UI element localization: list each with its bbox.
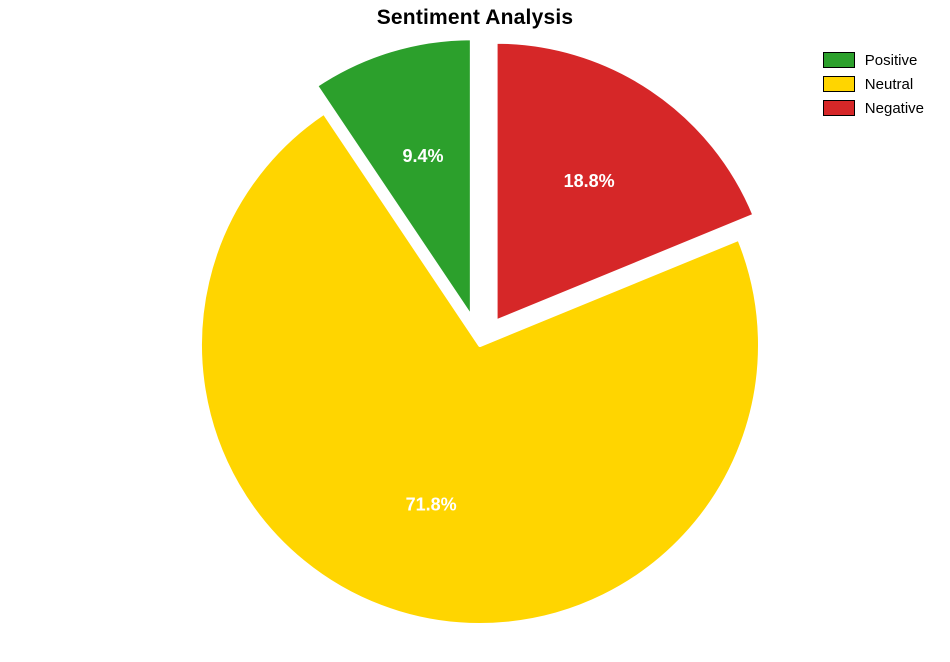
legend-swatch — [823, 52, 855, 68]
slice-label-positive: 9.4% — [402, 146, 443, 166]
legend-label: Negative — [865, 100, 924, 117]
legend-swatch — [823, 76, 855, 92]
legend-item-negative: Negative — [823, 96, 924, 120]
slice-label-negative: 18.8% — [564, 171, 615, 191]
legend-label: Positive — [865, 52, 918, 69]
legend-swatch — [823, 100, 855, 116]
legend: Positive Neutral Negative — [823, 48, 924, 120]
pie-chart: 9.4% 71.8% 18.8% — [0, 0, 950, 662]
legend-label: Neutral — [865, 76, 913, 93]
chart-container: Sentiment Analysis 9.4%71.8%18.8% Positi… — [0, 0, 950, 662]
legend-item-neutral: Neutral — [823, 72, 924, 96]
slice-label-neutral: 71.8% — [406, 494, 457, 514]
legend-item-positive: Positive — [823, 48, 924, 72]
